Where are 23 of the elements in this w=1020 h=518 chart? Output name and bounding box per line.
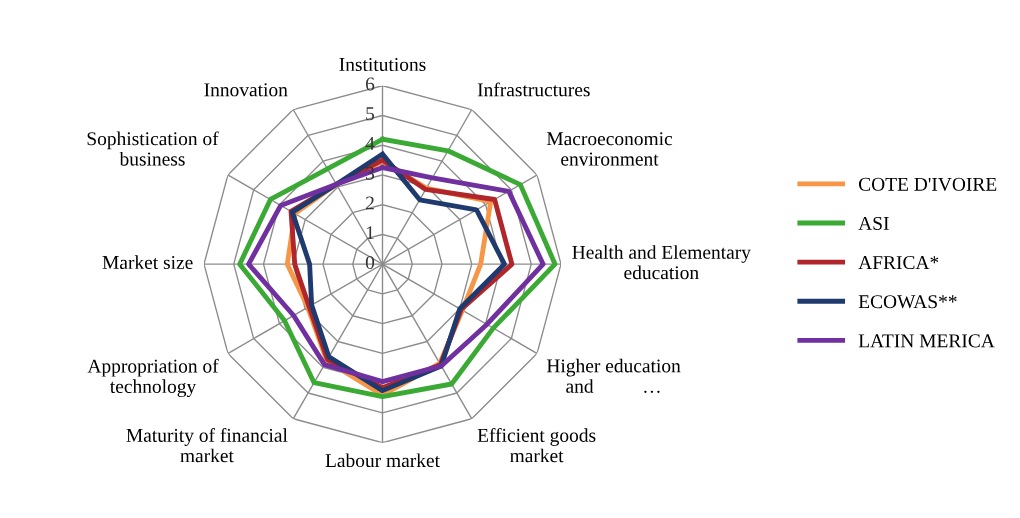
spoke-label: Market size (102, 255, 193, 270)
y-tick-label: 4 (365, 137, 375, 150)
y-tick-label: 2 (365, 196, 374, 210)
y-tick-label: 1 (366, 226, 374, 240)
spoke-label: Efficient goods market (477, 428, 596, 463)
legend-label: AFRICA* (858, 256, 939, 270)
spoke-label: Appropriation of technology (87, 358, 219, 397)
spoke-label: Higher education and … (546, 358, 681, 393)
spoke-label: Innovation (204, 83, 288, 97)
spoke-label: Institutions (339, 57, 426, 72)
spoke-label: Sophistication of business (87, 131, 219, 166)
legend-label: COTE D'IVOIRE (858, 177, 997, 191)
legend-label: ASI (858, 216, 889, 230)
y-tick-label: 5 (366, 107, 375, 121)
y-tick-label: 0 (365, 255, 375, 270)
legend-label: ECOWAS** (858, 295, 957, 309)
spoke-label: Labour market (325, 453, 440, 468)
y-tick-label: 6 (365, 77, 375, 91)
spoke-label: Maturity of financial market (126, 428, 288, 463)
spoke-label: Health and Elementary education (572, 245, 751, 280)
legend-label: LATIN MERICA (858, 334, 995, 348)
spoke-label: Infrastructures (477, 82, 590, 97)
spoke-label: Macroeconomic environment (546, 132, 673, 166)
